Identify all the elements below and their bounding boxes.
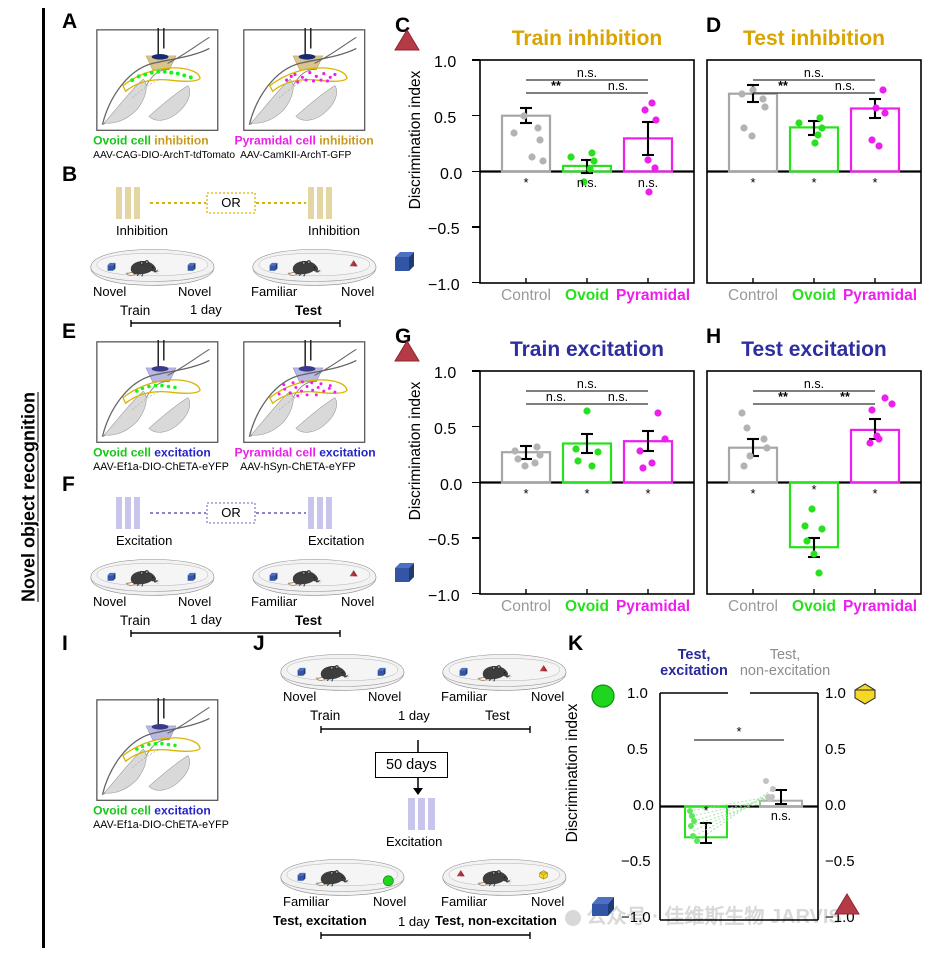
svg-text:*: * xyxy=(872,175,877,190)
svg-text:*: * xyxy=(523,175,528,190)
svg-text:n.s.: n.s. xyxy=(608,390,628,404)
svg-text:n.s.: n.s. xyxy=(638,176,658,190)
svg-text:**: ** xyxy=(551,79,561,93)
svg-text:*: * xyxy=(645,486,650,501)
svg-text:n.s.: n.s. xyxy=(608,79,628,93)
svg-text:*: * xyxy=(584,486,589,501)
svg-text:*: * xyxy=(811,175,816,190)
svg-text:*: * xyxy=(750,486,755,501)
svg-text:n.s.: n.s. xyxy=(804,377,824,391)
svg-text:n.s.: n.s. xyxy=(577,66,597,80)
svg-text:n.s.: n.s. xyxy=(835,79,855,93)
svg-text:*: * xyxy=(736,724,741,739)
svg-text:*: * xyxy=(872,486,877,501)
svg-text:n.s.: n.s. xyxy=(771,809,791,823)
svg-text:*: * xyxy=(811,482,816,497)
svg-text:n.s.: n.s. xyxy=(804,66,824,80)
svg-text:n.s.: n.s. xyxy=(577,377,597,391)
svg-text:*: * xyxy=(523,486,528,501)
svg-text:*: * xyxy=(750,175,755,190)
svg-text:**: ** xyxy=(840,390,850,404)
svg-text:**: ** xyxy=(778,79,788,93)
svg-text:*: * xyxy=(704,804,709,818)
svg-text:**: ** xyxy=(778,390,788,404)
svg-text:n.s.: n.s. xyxy=(577,176,597,190)
svg-text:n.s.: n.s. xyxy=(546,390,566,404)
svg-text:OR: OR xyxy=(221,505,241,520)
svg-text:OR: OR xyxy=(221,195,241,210)
